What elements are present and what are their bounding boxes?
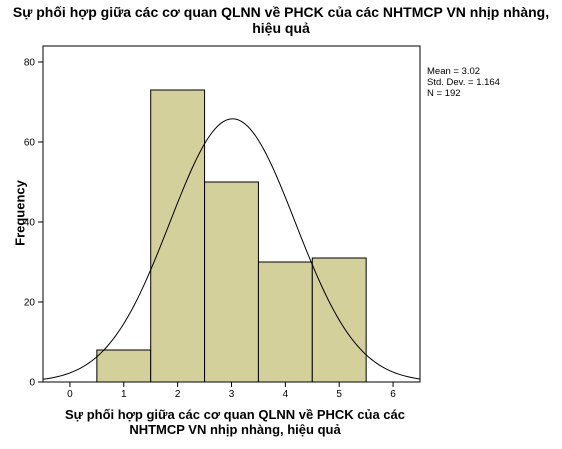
- y-tick-label: 80: [24, 58, 36, 69]
- y-tick-label: 0: [29, 378, 35, 389]
- x-tick-label: 6: [390, 389, 396, 400]
- histogram-bar-4: [257, 261, 313, 383]
- x-tick-label: 1: [121, 389, 127, 400]
- normal-curve: [42, 118, 421, 380]
- histogram-bar-1: [96, 349, 152, 383]
- y-tick-label: 60: [24, 138, 36, 149]
- x-tick-label: 5: [336, 389, 342, 400]
- x-axis-label: Sự phối hợp giữa các cơ quan QLNN về PHC…: [65, 407, 405, 437]
- x-tick-label: 4: [283, 389, 289, 400]
- chart-title: Sự phối hợp giữa các cơ quan QLNN về PHC…: [12, 4, 550, 36]
- x-tick-label: 0: [67, 389, 73, 400]
- x-tick-label: 2: [175, 389, 181, 400]
- stats-std-dev: Std. Dev. = 1.164: [427, 77, 500, 88]
- y-tick-label: 20: [24, 298, 36, 309]
- stats-n: N = 192: [427, 88, 461, 99]
- histogram-bar-2: [150, 89, 206, 383]
- x-tick-label: 3: [229, 389, 235, 400]
- stats-box: Mean = 3.02 Std. Dev. = 1.164 N = 192: [427, 66, 500, 99]
- stats-mean: Mean = 3.02: [427, 66, 481, 77]
- y-tick-label: 40: [24, 218, 36, 229]
- histogram-bar-3: [204, 181, 259, 383]
